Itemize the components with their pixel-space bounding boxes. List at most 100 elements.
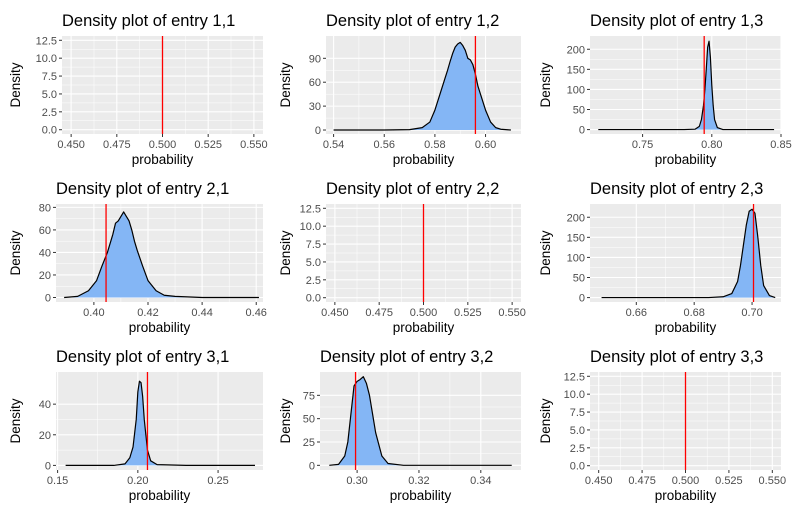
x-axis-label: probability	[655, 152, 717, 167]
y-tick-label: 50	[573, 273, 585, 285]
y-tick-label: 60	[39, 225, 51, 237]
chart-panel-6: 0.66 0.68 0.70 0 50 100 150 200 Density plot of …	[538, 180, 781, 335]
y-tick-label: 0.0	[306, 293, 321, 305]
chart-title: Density plot of entry 2,1	[56, 180, 229, 198]
x-tick-label: 0.525	[194, 139, 222, 151]
y-tick-label: 2.5	[42, 107, 57, 119]
y-tick-label: 0.0	[42, 125, 57, 137]
x-tick-label: 0.56	[374, 139, 395, 151]
x-tick-label: 0.70	[741, 307, 762, 319]
x-tick-label: 0.15	[47, 475, 68, 487]
chart-panel-4: 0.40 0.42 0.44 0.46 0 20 40 60 80 Density plot of…	[8, 180, 267, 335]
y-tick-label: 7.5	[570, 407, 585, 419]
x-tick-label: 0.46	[246, 307, 267, 319]
density-area	[333, 42, 511, 131]
x-tick-label: 0.550	[759, 475, 787, 487]
x-axis-label: probability	[655, 320, 717, 335]
y-tick-label: 20	[39, 430, 51, 442]
y-axis-label: Density	[538, 62, 553, 107]
y-tick-label: 75	[303, 390, 315, 402]
x-tick-label: 0.500	[149, 139, 177, 151]
x-axis-label: probability	[655, 488, 717, 503]
chart-title: Density plot of entry 1,1	[62, 12, 235, 30]
x-tick-label: 0.500	[410, 307, 438, 319]
x-axis-label: probability	[129, 488, 191, 503]
y-tick-label: 0	[45, 460, 51, 472]
y-tick-label: 7.5	[42, 71, 57, 83]
chart-panel-3: 0.75 0.80 0.85 0 50 100 150 200 Density plot of …	[538, 12, 792, 167]
y-axis-label: Density	[538, 398, 553, 443]
x-axis-label: probability	[132, 152, 194, 167]
chart-title: Density plot of entry 1,3	[590, 12, 763, 30]
x-tick-label: 0.58	[424, 139, 445, 151]
density-area	[64, 211, 259, 298]
y-tick-label: 50	[303, 414, 315, 426]
x-tick-label: 0.550	[498, 307, 526, 319]
density-curve	[64, 211, 259, 299]
x-axis-label: probability	[393, 152, 455, 167]
y-tick-label: 12.5	[300, 203, 321, 215]
y-tick-label: 5.0	[42, 89, 57, 101]
x-tick-label: 0.34	[470, 475, 491, 487]
chart-panel-8: 0.30 0.32 0.34 0 25 50 75 Density plot of entry…	[278, 348, 521, 503]
x-tick-label: 0.40	[83, 307, 104, 319]
y-tick-label: 2.5	[570, 443, 585, 455]
x-tick-label: 0.44	[191, 307, 212, 319]
y-tick-label: 10.0	[564, 389, 585, 401]
x-tick-label: 0.20	[127, 475, 148, 487]
x-tick-label: 0.475	[365, 307, 393, 319]
x-axis-label: probability	[129, 320, 191, 335]
y-tick-label: 7.5	[306, 239, 321, 251]
chart-title: Density plot of entry 2,3	[590, 180, 763, 198]
x-tick-label: 0.42	[137, 307, 158, 319]
x-tick-label: 0.525	[454, 307, 482, 319]
x-axis-label: probability	[393, 320, 455, 335]
y-tick-label: 2.5	[306, 275, 321, 287]
x-tick-label: 0.450	[585, 475, 613, 487]
x-tick-label: 0.30	[346, 475, 367, 487]
chart-panel-1: 0.450 0.475 0.500 0.525 0.550 0.0 2.5 5.0 7.5 10.…	[8, 12, 268, 167]
y-tick-label: 40	[39, 247, 51, 259]
chart-title: Density plot of entry 1,2	[326, 12, 499, 30]
density-curve	[65, 380, 255, 467]
y-tick-label: 100	[567, 84, 585, 96]
y-tick-label: 150	[567, 232, 585, 244]
x-tick-label: 0.68	[683, 307, 704, 319]
y-tick-label: 0	[579, 125, 585, 137]
y-tick-label: 80	[39, 202, 51, 214]
y-tick-label: 0	[45, 292, 51, 304]
panel-background	[590, 36, 781, 134]
panel-background	[326, 36, 521, 134]
y-axis-label: Density	[278, 230, 293, 275]
chart-title: Density plot of entry 3,2	[320, 348, 493, 366]
x-tick-label: 0.450	[57, 139, 85, 151]
y-tick-label: 20	[39, 270, 51, 282]
density-area	[601, 209, 776, 298]
y-tick-label: 5.0	[306, 257, 321, 269]
y-tick-label: 25	[303, 437, 315, 449]
y-tick-label: 10.0	[300, 221, 321, 233]
density-area	[329, 376, 512, 466]
y-axis-label: Density	[538, 230, 553, 275]
y-tick-label: 100	[567, 252, 585, 264]
x-tick-label: 0.75	[632, 139, 653, 151]
chart-panel-5: 0.450 0.475 0.500 0.525 0.550 0.0 2.5 5.0 7.5 10.…	[278, 180, 526, 335]
density-curve	[333, 41, 511, 131]
y-tick-label: 150	[567, 64, 585, 76]
y-tick-label: 90	[309, 53, 321, 65]
y-axis-label: Density	[278, 62, 293, 107]
chart-panel-9: 0.450 0.475 0.500 0.525 0.550 0.0 2.5 5.0 7.5 10.…	[538, 348, 786, 503]
y-axis-label: Density	[8, 62, 23, 107]
y-tick-label: 0.0	[570, 461, 585, 473]
x-tick-label: 0.550	[240, 139, 268, 151]
x-tick-label: 0.60	[475, 139, 496, 151]
x-tick-label: 0.32	[408, 475, 429, 487]
y-tick-label: 50	[573, 105, 585, 117]
panel-background	[56, 372, 263, 470]
y-tick-label: 10.0	[36, 53, 57, 65]
y-tick-label: 200	[567, 44, 585, 56]
y-axis-label: Density	[278, 398, 293, 443]
chart-panel-7: 0.15 0.20 0.25 0 20 40 Density plot of entry 3…	[8, 348, 263, 503]
x-tick-label: 0.475	[628, 475, 656, 487]
y-axis-label: Density	[8, 398, 23, 443]
